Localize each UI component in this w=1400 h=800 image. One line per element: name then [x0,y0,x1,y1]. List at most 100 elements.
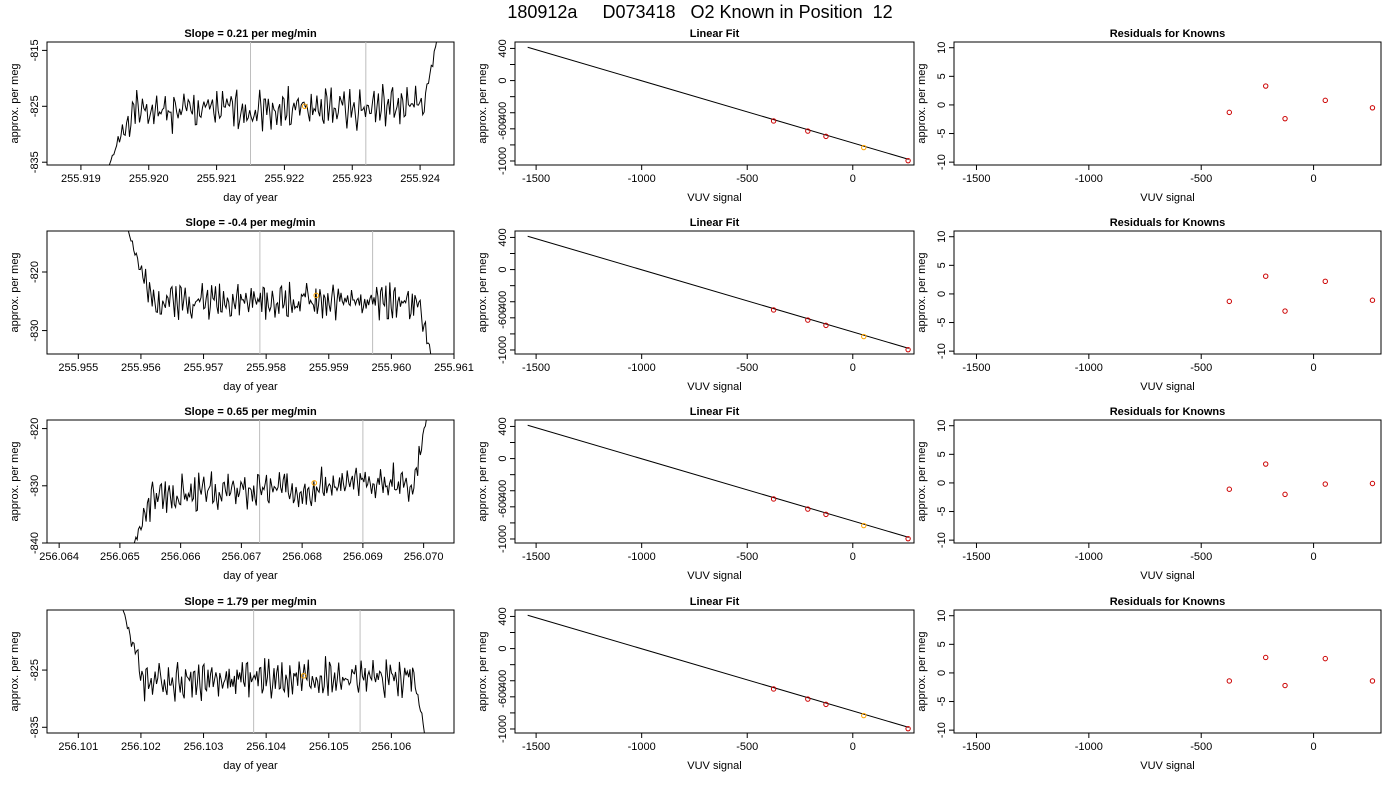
y-tick-label: -5 [936,318,948,328]
time-series-line [127,231,432,354]
y-tick-label: 0 [936,480,948,486]
plot-area [108,42,437,165]
plot-area [1226,273,1376,314]
residual-point [1263,461,1269,467]
x-tick-label: 255.922 [265,173,305,185]
fit-point [861,522,867,529]
y-tick-label: -10 [936,343,948,359]
x-axis-label: VUV signal [687,192,741,204]
x-axis-label: VUV signal [687,381,741,393]
x-tick-label: -500 [736,741,758,753]
y-tick-label: 0 [497,78,509,84]
y-tick-label: 0 [936,102,948,108]
x-axis-label: day of year [223,570,278,582]
fit-point [823,322,829,329]
fit-point [805,506,811,512]
residual-point [1226,109,1233,116]
x-tick-label: 256.106 [372,741,412,753]
fit-line [527,46,909,160]
x-tick-label: -1500 [522,173,550,185]
residual-point [1226,678,1233,684]
y-axis-label: approx. per meg [916,631,928,711]
panel-title: Residuals for Knowns [1110,596,1226,608]
residual-point [1322,481,1328,487]
fit-point [905,157,911,164]
x-tick-label: 255.920 [129,173,169,185]
mean-marker [311,480,318,486]
y-tick-label: -825 [29,95,41,117]
fit-point [861,144,867,151]
y-tick-label: 5 [936,73,948,79]
y-tick-label: 0 [497,267,509,273]
fit-line [527,235,909,349]
x-tick-label: 255.923 [332,173,372,185]
y-tick-label: 0 [497,646,509,652]
residual-point [1263,83,1269,89]
y-tick-label: 400 [497,607,509,625]
y-axis-label: approx. per meg [9,63,21,143]
x-tick-label: -1000 [628,741,656,753]
plot-area [127,231,432,354]
x-tick-label: -1000 [628,551,656,563]
x-tick-label: 0 [850,173,856,185]
time-series-line [122,610,425,733]
x-axis-label: VUV signal [1140,192,1194,204]
residual-point [1282,491,1288,498]
x-tick-label: 256.065 [100,551,140,563]
residual-point [1263,273,1269,279]
panel-title: Linear Fit [690,596,740,608]
x-axis-label: VUV signal [687,760,741,772]
residual-point [1226,486,1233,492]
x-axis-label: VUV signal [687,570,741,582]
y-tick-label: 10 [936,420,948,432]
fit-point [770,307,777,313]
plot-area [527,424,911,542]
plot-area [1226,461,1376,498]
residual-point [1282,115,1288,122]
y-tick-label: 10 [936,42,948,54]
residual-point [1369,678,1376,684]
plot-area [122,610,425,733]
fit-point [770,118,777,124]
x-tick-label: -1500 [962,173,990,185]
y-tick-label: -835 [29,151,41,173]
residual-point [1263,654,1269,661]
plot-frame [953,609,1382,734]
panel-title: Slope = 0.21 per meg/min [184,28,317,40]
residual-point [1282,308,1288,314]
panel-row4-fit: Linear Fit -1500 -1000 -500 0 -1000 -600-400 0 4… [477,596,915,772]
x-tick-label: 256.102 [121,741,161,753]
fit-point [805,317,811,323]
x-axis-label: VUV signal [1140,381,1194,393]
y-tick-label: -840 [29,532,41,554]
x-tick-label: 256.101 [58,741,98,753]
x-tick-label: -1500 [962,551,990,563]
plot-frame [514,41,915,166]
fit-point [823,133,829,140]
panel-row1-time: Slope = 0.21 per meg/min 255.919 255.920 25… [9,28,455,204]
y-tick-label: -400 [497,102,509,124]
x-tick-label: -500 [736,362,758,374]
x-tick-label: 255.956 [121,362,161,374]
panel-row3-resid: Residuals for Knowns -1500 -1000 -500 0 -10 -5… [916,406,1382,582]
x-tick-label: 256.070 [404,551,444,563]
y-tick-label: 5 [936,262,948,268]
x-tick-label: -500 [1190,362,1212,374]
panel-row3-fit: Linear Fit -1500 -1000 -500 0 -1000 -600-400 0 4… [477,406,915,582]
residual-point [1282,682,1288,689]
plot-frame [46,230,455,355]
x-tick-label: -500 [1190,173,1212,185]
panel-row2-fit: Linear Fit -1500 -1000 -500 0 -1000 -600-400 0 4… [477,217,915,393]
fit-line [527,614,909,728]
y-tick-label: -1000 [497,715,509,743]
residual-point [1369,105,1376,111]
residual-point [1322,97,1328,104]
residual-point [1369,480,1376,487]
fit-point [905,535,911,542]
mean-marker [301,103,308,110]
x-tick-label: -500 [736,551,758,563]
y-tick-label: -825 [29,659,41,681]
panel-row3-time: Slope = 0.65 per meg/min 256.064 256.065 25… [9,406,455,582]
y-tick-label: -10 [936,532,948,548]
panel-row2-time: Slope = -0.4 per meg/min 255.955 255.956 25… [9,217,474,393]
